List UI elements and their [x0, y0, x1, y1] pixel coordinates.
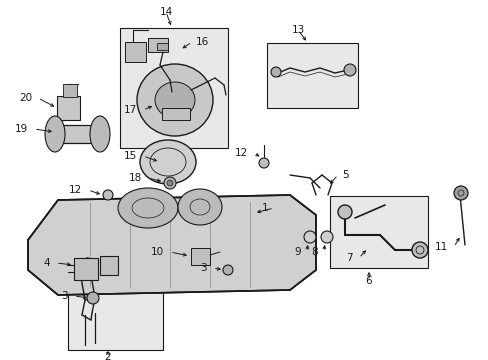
- Ellipse shape: [167, 180, 173, 186]
- Ellipse shape: [155, 82, 195, 118]
- Bar: [162, 108, 190, 120]
- Text: 14: 14: [159, 7, 172, 17]
- Bar: [148, 38, 168, 52]
- Text: 1: 1: [261, 203, 267, 213]
- Text: 11: 11: [434, 242, 447, 252]
- Bar: [74, 258, 98, 280]
- Text: 5: 5: [341, 170, 348, 180]
- Text: 17: 17: [123, 105, 137, 115]
- Ellipse shape: [178, 189, 222, 225]
- Ellipse shape: [140, 140, 196, 184]
- Bar: [63, 84, 77, 97]
- Text: 16: 16: [196, 37, 209, 47]
- Bar: [191, 248, 209, 265]
- Ellipse shape: [90, 116, 110, 152]
- Text: 20: 20: [19, 93, 32, 103]
- Polygon shape: [28, 195, 315, 295]
- Bar: [157, 43, 168, 50]
- Ellipse shape: [259, 158, 268, 168]
- Ellipse shape: [411, 242, 427, 258]
- Ellipse shape: [87, 292, 99, 304]
- Ellipse shape: [337, 205, 351, 219]
- Bar: [57, 96, 80, 120]
- Text: 10: 10: [151, 247, 163, 257]
- Text: 3: 3: [61, 291, 68, 301]
- Bar: [68, 245, 163, 350]
- Text: 12: 12: [234, 148, 247, 158]
- Ellipse shape: [103, 190, 113, 200]
- Bar: [120, 28, 227, 148]
- Ellipse shape: [45, 116, 65, 152]
- Text: 9: 9: [294, 247, 301, 257]
- Ellipse shape: [118, 188, 178, 228]
- Text: 18: 18: [128, 173, 142, 183]
- Text: 7: 7: [346, 253, 352, 263]
- Ellipse shape: [163, 177, 176, 189]
- Text: 2: 2: [104, 352, 111, 360]
- Text: 3: 3: [200, 263, 206, 273]
- Ellipse shape: [453, 186, 467, 200]
- Bar: [266, 43, 357, 108]
- Ellipse shape: [223, 265, 232, 275]
- Ellipse shape: [137, 64, 213, 136]
- Ellipse shape: [343, 64, 355, 76]
- Bar: [100, 256, 118, 275]
- Text: 12: 12: [69, 185, 82, 195]
- Ellipse shape: [320, 231, 332, 243]
- Ellipse shape: [304, 231, 315, 243]
- Bar: [125, 42, 146, 62]
- Bar: [55, 125, 100, 143]
- Text: 19: 19: [15, 124, 28, 134]
- Bar: [329, 196, 427, 268]
- Text: 13: 13: [291, 25, 304, 35]
- Text: 4: 4: [43, 258, 50, 268]
- Ellipse shape: [270, 67, 281, 77]
- Text: 15: 15: [123, 151, 137, 161]
- Text: 8: 8: [311, 247, 317, 257]
- Text: 6: 6: [365, 276, 371, 286]
